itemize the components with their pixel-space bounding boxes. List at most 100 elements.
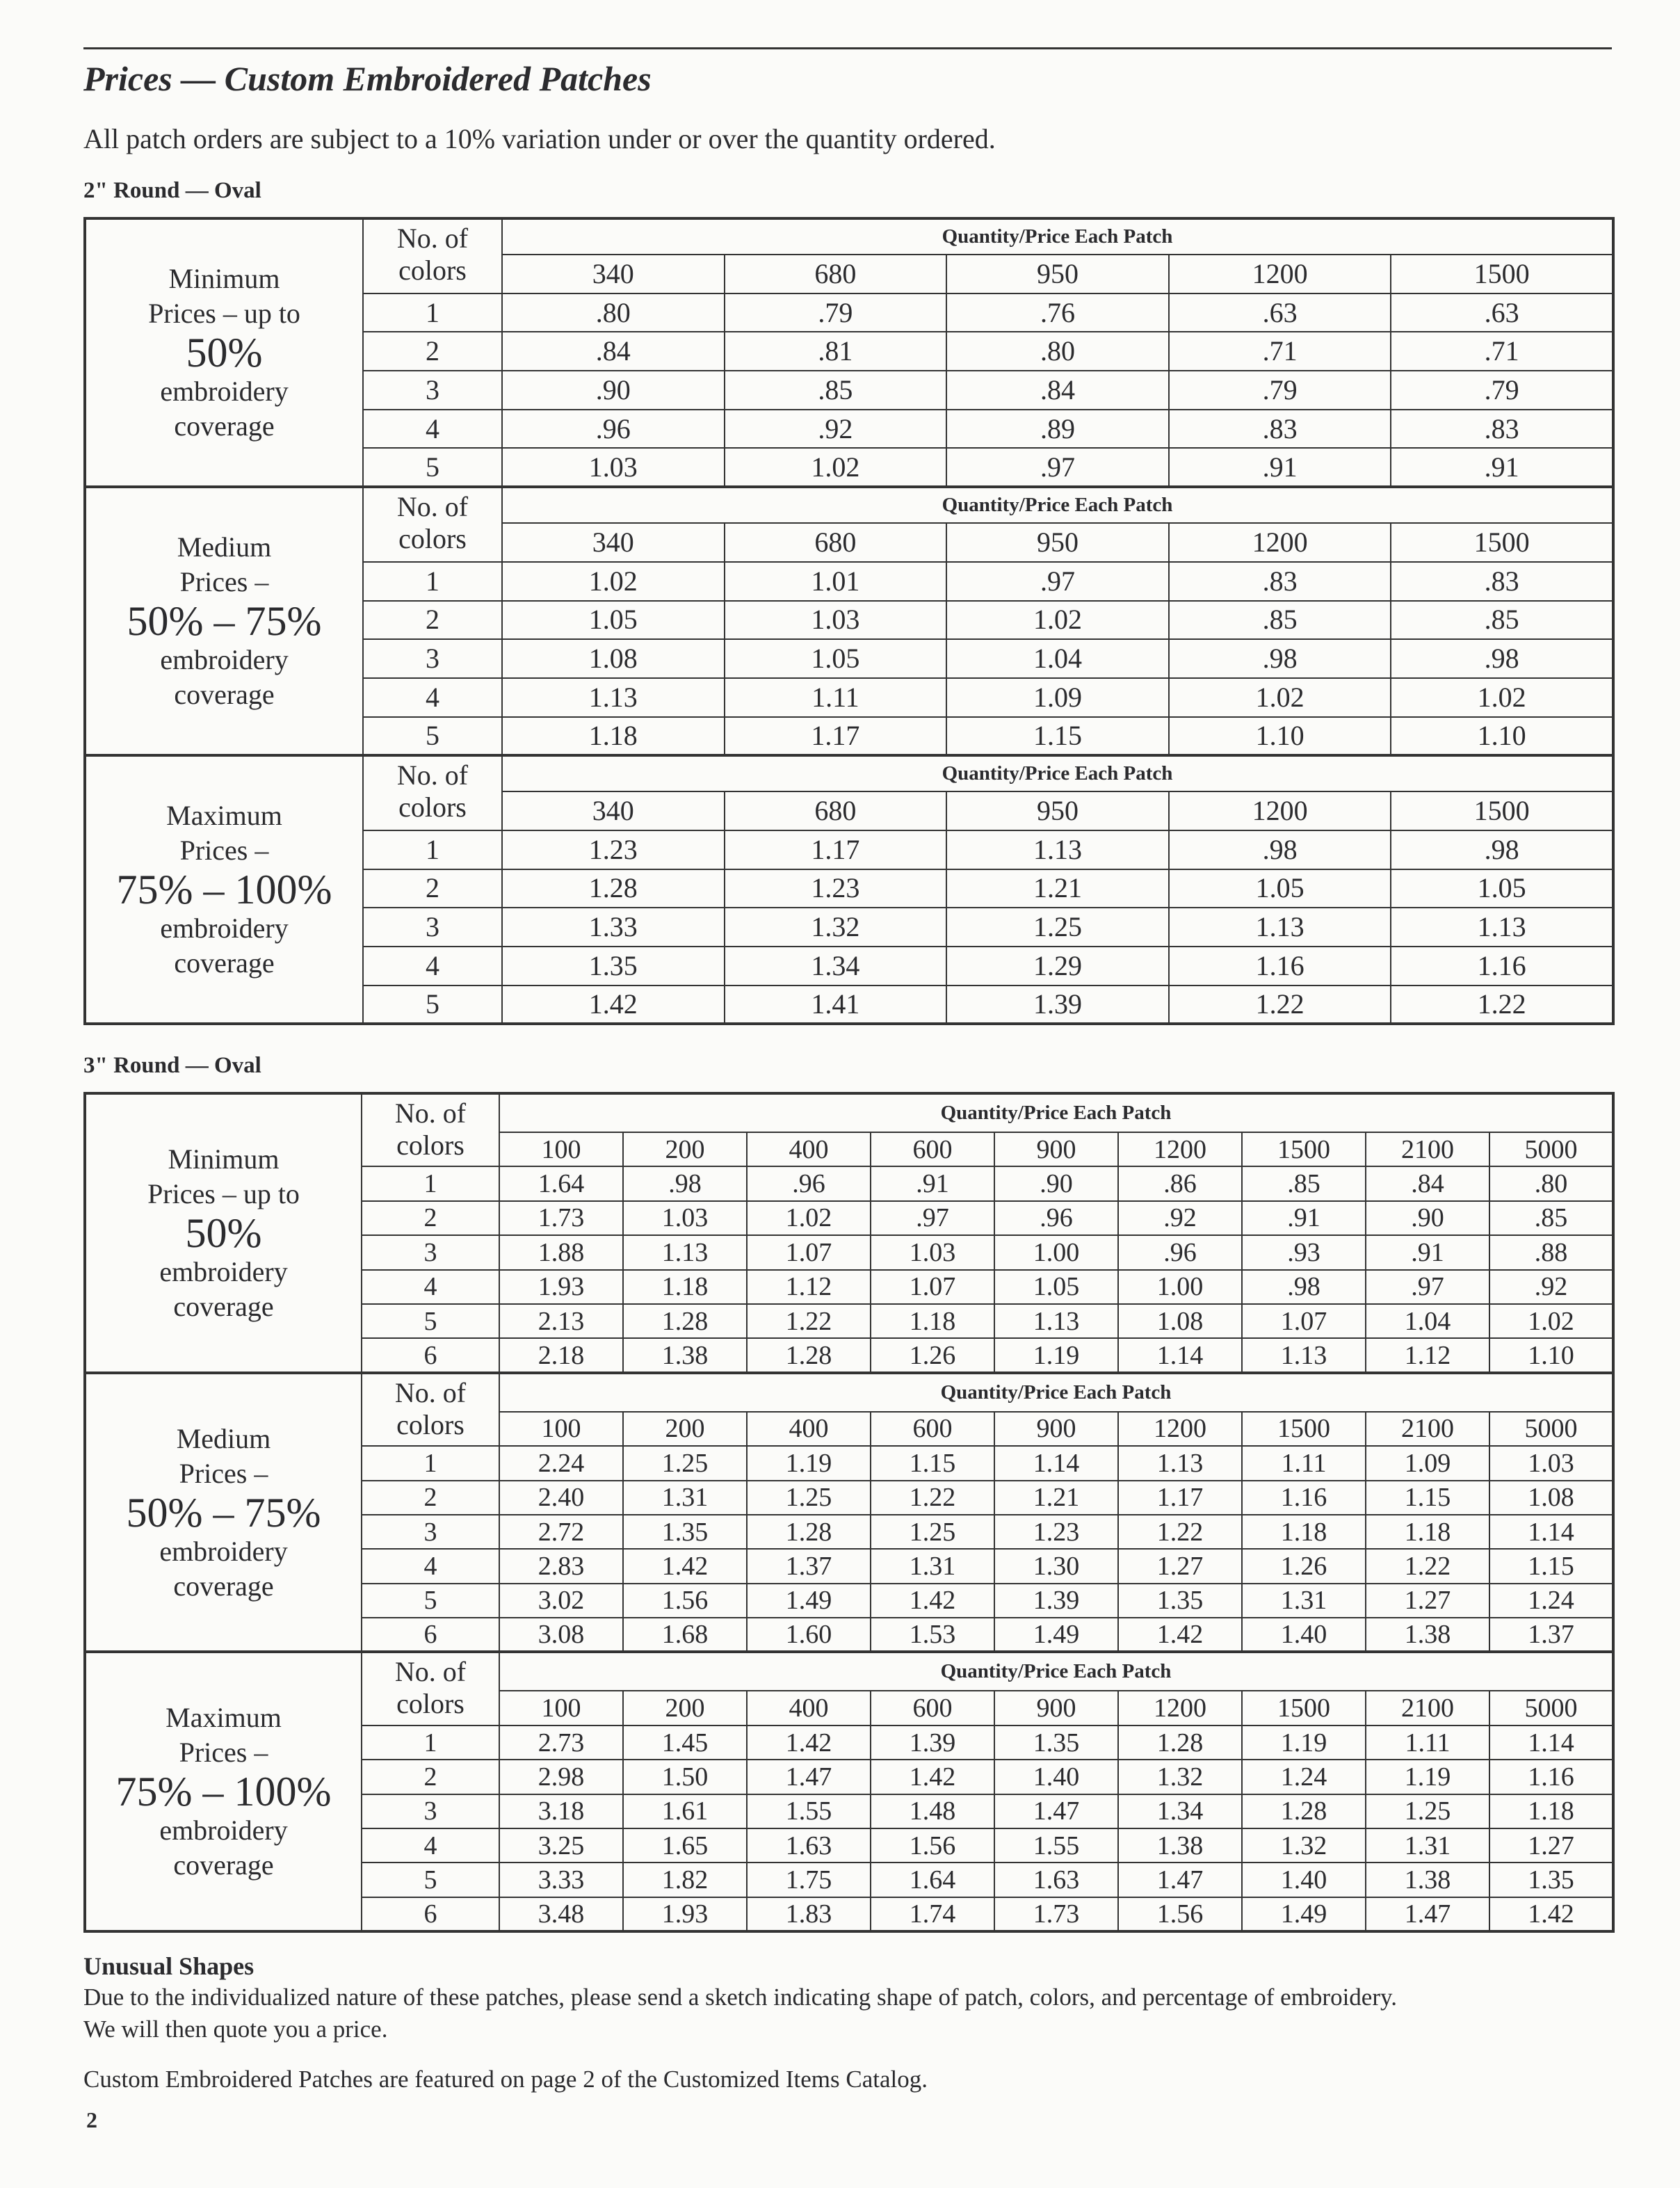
price-cell: 1.88	[499, 1234, 624, 1271]
price-row: 2.84.81.80.71.71	[85, 331, 1614, 372]
price-cell: 1.27	[1117, 1548, 1243, 1584]
quantity-cell: 1200	[1117, 1131, 1243, 1168]
label-line: Maximum	[166, 800, 282, 832]
price-cell: 1.49	[746, 1582, 871, 1619]
price-cell: 1.18	[1365, 1513, 1490, 1550]
price-table: Minimum Prices – up to 50% embroidery covera…	[83, 216, 1615, 1026]
price-cell: 1.23	[723, 868, 948, 909]
price-cell: 1.29	[946, 946, 1170, 986]
price-cell: .84	[501, 331, 725, 372]
price-cell: 1.32	[1241, 1828, 1366, 1864]
colors-cell: 6	[361, 1896, 500, 1933]
price-cell: 1.82	[622, 1862, 748, 1898]
price-cell: 1.35	[1117, 1582, 1243, 1619]
colors-cell: 2	[362, 331, 503, 372]
price-cell: 1.11	[723, 677, 948, 718]
price-row: 2 1.28 1.23 1.21 1.05 1.05	[85, 868, 1614, 909]
coverage-label: Maximum Prices –75% – 100% embroidery cover…	[84, 1650, 362, 1933]
colors-cell: 5	[362, 984, 503, 1025]
price-cell: 1.21	[994, 1479, 1119, 1515]
price-cell: 1.13	[1168, 907, 1392, 947]
price-cell: 1.73	[994, 1896, 1119, 1933]
price-row: 3 1.08 1.05 1.04.98.98	[85, 638, 1614, 679]
price-cell: 1.10	[1488, 1337, 1615, 1374]
price-cell: 1.39	[870, 1724, 995, 1761]
price-cell: .98	[1241, 1269, 1366, 1305]
page-number: 2	[86, 2107, 97, 2132]
label-line: Maximum	[165, 1702, 282, 1734]
label-line: embroidery	[159, 1255, 288, 1287]
price-row: 1 1.64.98.96.91.90.86.85.84.80	[85, 1166, 1615, 1202]
price-cell: .79	[723, 292, 948, 333]
colors-cell: 4	[361, 1548, 500, 1584]
price-cell: .90	[994, 1166, 1119, 1202]
price-cell: 1.56	[870, 1828, 995, 1864]
colors-cell: 1	[362, 829, 503, 870]
label-line: Prices – up to	[147, 1177, 300, 1209]
quantity-cell: 2100	[1365, 1410, 1490, 1447]
price-cell: 1.63	[746, 1828, 871, 1864]
price-cell: 1.02	[501, 561, 725, 602]
price-cell: 1.18	[622, 1269, 748, 1305]
price-cell: 2.24	[499, 1445, 624, 1481]
price-cell: 1.35	[622, 1513, 748, 1550]
colors-header: No. of colors	[362, 754, 503, 831]
quantity-cell: 1200	[1168, 791, 1392, 831]
price-row: 4 1.13 1.11 1.09 1.02 1.02	[85, 677, 1614, 718]
price-cell: 1.34	[1117, 1793, 1243, 1830]
price-cell: 1.16	[1241, 1479, 1366, 1515]
colors-cell: 6	[361, 1617, 500, 1653]
price-cell: 1.37	[1488, 1617, 1615, 1653]
label-line: embroidery	[159, 1535, 288, 1567]
colors-header-line: No. of	[396, 759, 469, 791]
price-cell: 1.03	[501, 447, 725, 488]
price-cell: .63	[1168, 292, 1392, 333]
coverage-label: Minimum Prices – up to 50% embroidery covera…	[84, 1092, 362, 1374]
header-row: Minimum Prices – up to 50% embroidery covera…	[84, 1091, 1615, 1374]
price-cell: 1.04	[946, 638, 1170, 679]
label-line: Minimum	[168, 1143, 280, 1175]
colors-header-line: colors	[398, 255, 467, 286]
price-cell: 2.40	[499, 1479, 624, 1515]
quantity-cell: 600	[870, 1410, 995, 1447]
price-row: 6 3.48 1.93 1.83 1.74 1.73 1.56 1.49 1.47 1.42	[85, 1896, 1615, 1933]
price-cell: 1.25	[946, 907, 1170, 947]
price-cell: 1.10	[1390, 716, 1614, 757]
price-cell: 1.26	[1241, 1548, 1366, 1584]
price-cell: 1.35	[501, 946, 725, 986]
quantity-header: Quantity/Price Each Patch	[501, 754, 1614, 793]
price-cell: 1.38	[622, 1337, 748, 1374]
price-cell: .91	[870, 1166, 995, 1202]
quantity-cell: 1500	[1390, 791, 1614, 831]
price-cell: 1.14	[994, 1445, 1119, 1481]
price-row: 4 3.25 1.65 1.63 1.56 1.55 1.38 1.32 1.31 1.27	[85, 1828, 1615, 1864]
price-cell: 1.13	[994, 1303, 1119, 1340]
label-line: coverage	[173, 1290, 274, 1322]
price-cell: .85	[723, 370, 948, 410]
price-cell: .80	[501, 292, 725, 333]
quantity-cell: 950	[946, 522, 1170, 563]
price-cell: 1.02	[1390, 677, 1614, 718]
price-cell: 1.07	[1241, 1303, 1366, 1340]
price-cell: 1.13	[501, 677, 725, 718]
price-cell: .80	[1488, 1166, 1615, 1202]
price-cell: 1.45	[622, 1724, 748, 1761]
colors-cell: 4	[362, 408, 503, 449]
price-cell: 1.38	[1365, 1617, 1490, 1653]
quantity-cell: 5000	[1488, 1131, 1615, 1168]
price-row: 6 3.08 1.68 1.60 1.53 1.49 1.42 1.40 1.38 1.37	[85, 1617, 1615, 1653]
header-row: Maximum Prices –75% – 100% embroidery cover…	[84, 1650, 1615, 1933]
price-cell: 1.48	[870, 1793, 995, 1830]
colors-cell: 1	[361, 1724, 500, 1761]
price-row: 5 3.33 1.82 1.75 1.64 1.63 1.47 1.40 1.38 1.35	[85, 1862, 1615, 1898]
price-cell: 1.18	[501, 716, 725, 757]
price-cell: 3.02	[499, 1582, 624, 1619]
quantity-header: Quantity/Price Each Patch	[498, 1092, 1615, 1133]
price-cell: 1.21	[946, 868, 1170, 909]
price-cell: .83	[1168, 561, 1392, 602]
colors-cell: 3	[362, 907, 503, 947]
price-cell: .71	[1390, 331, 1614, 372]
price-cell: 1.65	[622, 1828, 748, 1864]
label-line: coverage	[174, 410, 275, 442]
colors-cell: 2	[362, 600, 503, 641]
